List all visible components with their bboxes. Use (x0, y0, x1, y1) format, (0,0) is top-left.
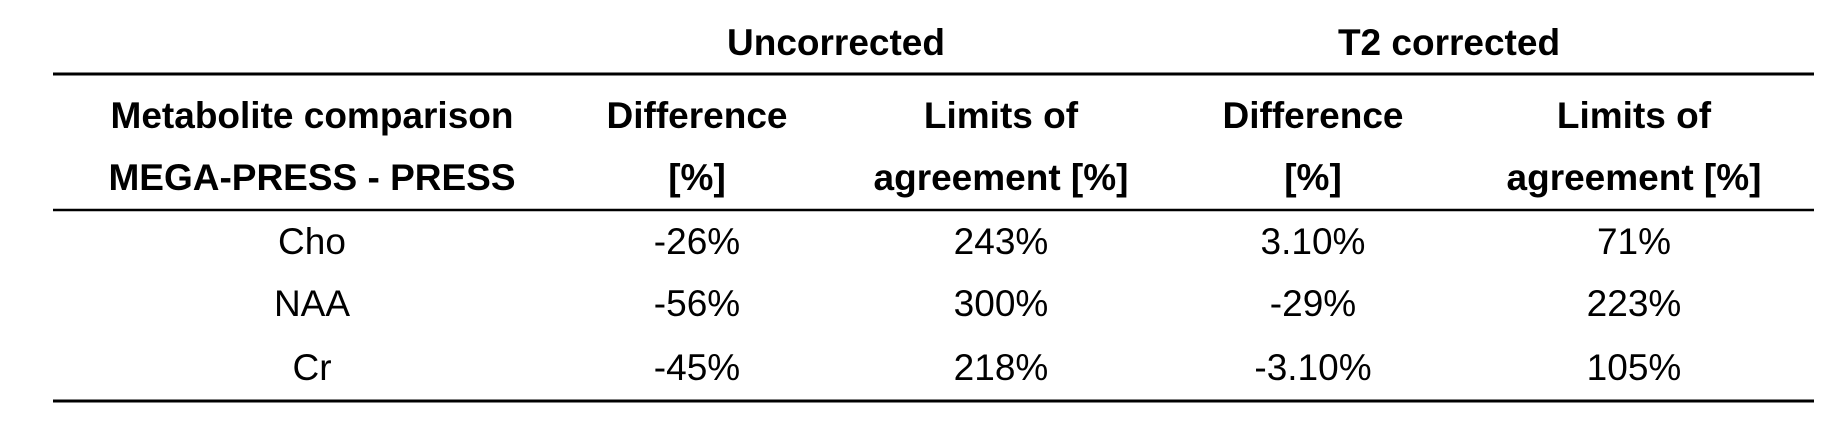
cell: -29% (1270, 283, 1356, 324)
cell: 243% (954, 221, 1049, 262)
row-label: Cr (292, 347, 331, 388)
cell: -56% (654, 283, 740, 324)
cell: -26% (654, 221, 740, 262)
column-header: Metabolite comparison (111, 95, 514, 136)
cell: 300% (954, 283, 1049, 324)
column-header: [%] (1284, 157, 1342, 198)
column-header: Difference (1223, 95, 1404, 136)
cell: 71% (1597, 221, 1671, 262)
cell: 3.10% (1261, 221, 1366, 262)
cell: 218% (954, 347, 1049, 388)
column-header: [%] (668, 157, 726, 198)
cell: -3.10% (1254, 347, 1371, 388)
cell: -45% (654, 347, 740, 388)
cell: 223% (1587, 283, 1682, 324)
row-label: Cho (278, 221, 346, 262)
column-header: MEGA-PRESS - PRESS (108, 157, 515, 198)
column-header: Limits of (1557, 95, 1712, 136)
row-label: NAA (274, 283, 350, 324)
column-header: Difference (607, 95, 788, 136)
column-header: agreement [%] (874, 157, 1129, 198)
group-header: T2 corrected (1338, 22, 1560, 63)
column-header: Limits of (924, 95, 1079, 136)
cell: 105% (1587, 347, 1682, 388)
group-header: Uncorrected (727, 22, 945, 63)
column-header: agreement [%] (1507, 157, 1762, 198)
